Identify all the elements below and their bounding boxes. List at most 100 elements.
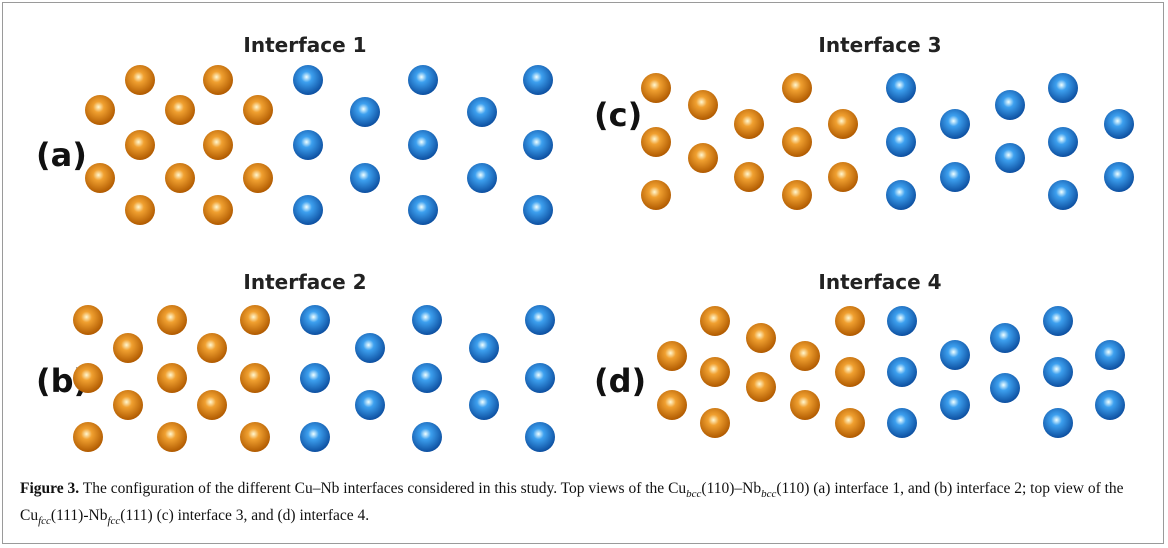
- nb-atom: [355, 390, 385, 420]
- caption-sub: fcc: [38, 515, 51, 528]
- cu-atom: [157, 422, 187, 452]
- caption-text: (111)-Nb: [50, 507, 108, 525]
- caption-sub: bcc: [686, 488, 702, 501]
- nb-atom: [523, 65, 553, 95]
- cu-atom: [157, 305, 187, 335]
- nb-atom: [940, 109, 970, 139]
- atoms: [73, 65, 1134, 452]
- nb-atom: [300, 305, 330, 335]
- caption-text: (110) (a) interface 1, and (b) interface…: [20, 480, 1124, 525]
- nb-atom: [1048, 127, 1078, 157]
- nb-atom: [300, 363, 330, 393]
- cu-atom: [746, 323, 776, 353]
- nb-atom: [1048, 180, 1078, 210]
- caption-label: Figure 3.: [20, 480, 80, 497]
- nb-atom: [525, 305, 555, 335]
- caption-text: (111) (c) interface 3, and (d) interface…: [120, 507, 370, 525]
- cu-atom: [700, 408, 730, 438]
- cu-atom: [835, 306, 865, 336]
- cu-atom: [125, 65, 155, 95]
- figure: Interface 1 Interface 2 Interface 3 Inte…: [36, 33, 1134, 452]
- cu-atom: [165, 163, 195, 193]
- nb-atom: [940, 390, 970, 420]
- nb-atom: [887, 408, 917, 438]
- cu-atom: [197, 390, 227, 420]
- cu-atom: [790, 341, 820, 371]
- nb-atom: [467, 163, 497, 193]
- cu-atom: [828, 109, 858, 139]
- cu-atom: [113, 333, 143, 363]
- cu-atom: [700, 306, 730, 336]
- cu-atom: [782, 127, 812, 157]
- nb-atom: [1048, 73, 1078, 103]
- nb-atom: [525, 422, 555, 452]
- nb-atom: [1043, 306, 1073, 336]
- nb-atom: [525, 363, 555, 393]
- cu-atom: [203, 65, 233, 95]
- cu-atom: [240, 422, 270, 452]
- nb-atom: [886, 73, 916, 103]
- nb-atom: [350, 97, 380, 127]
- cu-atom: [85, 95, 115, 125]
- nb-atom: [300, 422, 330, 452]
- cu-atom: [240, 305, 270, 335]
- caption: Figure 3. The configuration of the diffe…: [20, 478, 1140, 532]
- nb-atom: [467, 97, 497, 127]
- cu-atom: [165, 95, 195, 125]
- cu-atom: [641, 180, 671, 210]
- nb-atom: [1104, 162, 1134, 192]
- panel-label: (c): [594, 96, 642, 134]
- cu-atom: [828, 162, 858, 192]
- nb-atom: [1095, 390, 1125, 420]
- nb-atom: [293, 130, 323, 160]
- nb-atom: [886, 180, 916, 210]
- nb-atom: [990, 373, 1020, 403]
- caption-text: The configuration of the different Cu–Nb…: [82, 480, 687, 497]
- nb-atom: [412, 363, 442, 393]
- cu-atom: [835, 357, 865, 387]
- nb-atom: [523, 195, 553, 225]
- panel-title: Interface 3: [818, 33, 941, 57]
- nb-atom: [940, 162, 970, 192]
- cu-atom: [73, 305, 103, 335]
- nb-atom: [523, 130, 553, 160]
- cu-atom: [688, 143, 718, 173]
- caption-sub: fcc: [107, 515, 121, 528]
- cu-atom: [700, 357, 730, 387]
- cu-atom: [197, 333, 227, 363]
- cu-atom: [157, 363, 187, 393]
- cu-atom: [782, 180, 812, 210]
- cu-atom: [734, 162, 764, 192]
- nb-atom: [940, 340, 970, 370]
- cu-atom: [782, 73, 812, 103]
- cu-atom: [657, 341, 687, 371]
- nb-atom: [408, 195, 438, 225]
- cu-atom: [641, 127, 671, 157]
- cu-atom: [203, 195, 233, 225]
- caption-sub: bcc: [761, 488, 777, 501]
- cu-atom: [240, 363, 270, 393]
- cu-atom: [734, 109, 764, 139]
- cu-atom: [243, 163, 273, 193]
- panel-label: (a): [36, 136, 87, 174]
- cu-atom: [85, 163, 115, 193]
- cu-atom: [243, 95, 273, 125]
- nb-atom: [1104, 109, 1134, 139]
- nb-atom: [887, 357, 917, 387]
- cu-atom: [835, 408, 865, 438]
- cu-atom: [125, 130, 155, 160]
- nb-atom: [995, 143, 1025, 173]
- nb-atom: [293, 195, 323, 225]
- cu-atom: [688, 90, 718, 120]
- nb-atom: [355, 333, 385, 363]
- nb-atom: [469, 333, 499, 363]
- panel-label: (d): [594, 362, 646, 400]
- nb-atom: [408, 65, 438, 95]
- nb-atom: [886, 127, 916, 157]
- nb-atom: [887, 306, 917, 336]
- nb-atom: [469, 390, 499, 420]
- nb-atom: [412, 305, 442, 335]
- nb-atom: [995, 90, 1025, 120]
- nb-atom: [990, 323, 1020, 353]
